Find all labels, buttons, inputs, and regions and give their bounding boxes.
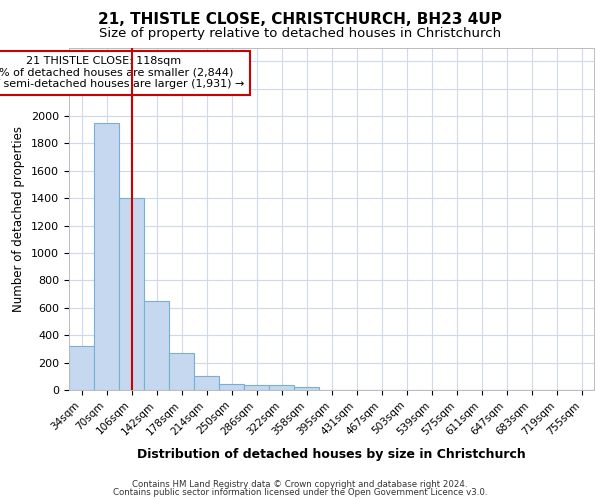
Bar (269, 385, 294, 390)
Bar (294, 388, 319, 390)
Text: Contains HM Land Registry data © Crown copyright and database right 2024.: Contains HM Land Registry data © Crown c… (132, 480, 468, 489)
Bar (219, 384, 244, 390)
Bar (244, 384, 269, 390)
Y-axis label: Number of detached properties: Number of detached properties (13, 126, 25, 312)
Bar (144, 301, 169, 390)
Bar (94, 123, 119, 390)
X-axis label: Distribution of detached houses by size in Christchurch: Distribution of detached houses by size … (137, 448, 526, 460)
Text: 21 THISTLE CLOSE: 118sqm
← 59% of detached houses are smaller (2,844)
40% of sem: 21 THISTLE CLOSE: 118sqm ← 59% of detach… (0, 56, 245, 90)
Text: Size of property relative to detached houses in Christchurch: Size of property relative to detached ho… (99, 28, 501, 40)
Bar (119, 198, 144, 390)
Text: Contains public sector information licensed under the Open Government Licence v3: Contains public sector information licen… (113, 488, 487, 497)
Text: 21, THISTLE CLOSE, CHRISTCHURCH, BH23 4UP: 21, THISTLE CLOSE, CHRISTCHURCH, BH23 4U… (98, 12, 502, 28)
Bar (69, 346, 94, 390)
Bar (169, 353, 194, 390)
Bar (194, 376, 219, 390)
